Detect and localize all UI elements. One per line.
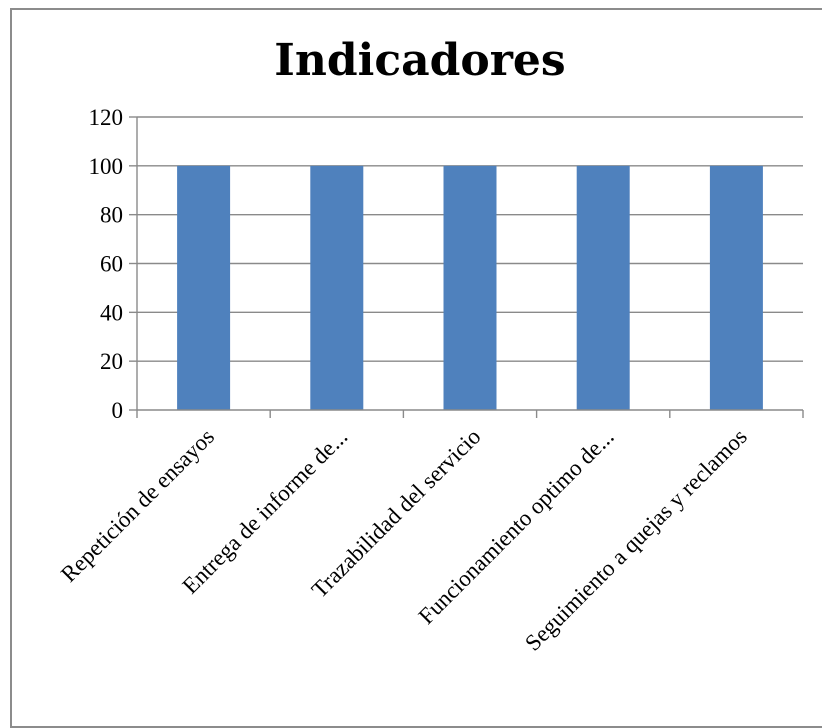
y-tick-label: 0	[112, 398, 124, 423]
y-tick-label: 80	[100, 203, 123, 228]
bars	[177, 165, 763, 410]
y-tick-labels: 0 20 40 60 80 100 120	[89, 105, 124, 423]
chart-frame	[10, 8, 822, 728]
bar	[443, 165, 497, 410]
x-category-label: Seguimiento a quejas y reclamos	[520, 424, 752, 656]
y-tick-label: 60	[100, 252, 123, 277]
y-tick-label: 100	[89, 154, 124, 179]
bar	[310, 165, 364, 410]
y-tick-label: 40	[100, 300, 123, 325]
bar	[177, 165, 231, 410]
chart-title: Indicadores	[274, 35, 565, 86]
y-tick-label: 120	[89, 105, 124, 130]
bar	[576, 165, 630, 410]
axes	[129, 116, 804, 418]
bar	[709, 165, 763, 410]
y-tick-label: 20	[100, 349, 123, 374]
